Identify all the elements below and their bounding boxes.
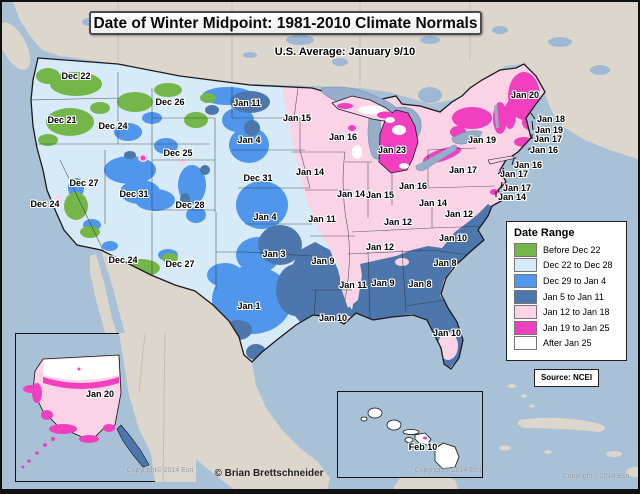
legend-swatch (514, 320, 537, 335)
callout-date-label: Jan 16 (513, 160, 543, 170)
legend-item: Jan 19 to Jan 25 (514, 320, 626, 336)
callout-date-label: Jan 16 (529, 145, 559, 155)
date-label: Dec 24 (98, 121, 128, 131)
date-label: Dec 22 (61, 71, 91, 81)
callout-leader-line (511, 157, 515, 166)
map-title: Date of Winter Midpoint: 1981-2010 Clima… (89, 11, 482, 35)
date-label: Dec 28 (175, 200, 205, 210)
date-label: Jan 10 (438, 233, 468, 243)
date-label: Jan 15 (365, 190, 395, 200)
date-label: Dec 24 (108, 255, 138, 265)
legend-item: Before Dec 22 (514, 242, 626, 258)
author-attribution: © Brian Brettschneider (214, 468, 324, 479)
legend-label: Jan 19 to Jan 25 (543, 322, 610, 333)
legend-swatch (514, 258, 537, 273)
callout-date-label: Jan 14 (497, 192, 527, 202)
us-outline (30, 57, 546, 370)
long-island (487, 155, 517, 165)
date-label: Jan 4 (253, 212, 277, 222)
date-label: Dec 24 (30, 199, 60, 209)
legend-swatch (514, 242, 537, 257)
date-label: Jan 10 (318, 313, 348, 323)
alaska-inset (14, 332, 197, 487)
legend-label: Before Dec 22 (543, 244, 601, 255)
date-label: Jan 12 (444, 209, 474, 219)
callout-date-label: Jan 18 (536, 114, 566, 124)
date-label: Jan 1 (237, 301, 261, 311)
date-label: Jan 11 (339, 280, 367, 290)
date-label: Jan 20 (510, 90, 540, 100)
legend-item: Jan 5 to Jan 11 (514, 289, 626, 305)
date-label: Jan 12 (365, 242, 395, 252)
callout-leader-line (531, 120, 534, 131)
date-label: Jan 23 (377, 145, 407, 155)
date-label: Jan 3 (262, 249, 286, 259)
date-label: Jan 17 (448, 165, 478, 175)
callout-date-label: Jan 17 (502, 183, 532, 193)
callout-leader-line (529, 111, 536, 120)
date-label: Jan 16 (328, 132, 358, 142)
legend-swatch (514, 336, 537, 351)
state-borders (31, 72, 496, 319)
legend-box: Date Range Before Dec 22 Dec 22 to Dec 28… (506, 221, 627, 361)
date-label: Jan 9 (311, 256, 335, 266)
callout-date-label: Jan 19 (534, 125, 564, 135)
date-label: Jan 19 (467, 135, 497, 145)
date-label: Jan 14 (418, 198, 448, 208)
date-label: Jan 12 (383, 217, 413, 227)
mexico-landmass (90, 250, 640, 494)
date-label: Dec 31 (119, 189, 149, 199)
hawaii-inset (336, 390, 484, 483)
date-label: Jan 11 (233, 98, 261, 108)
legend-swatch (514, 305, 537, 320)
callout-date-label: Jan 17 (533, 134, 563, 144)
date-label: Dec 26 (155, 97, 185, 107)
date-label: Jan 15 (282, 113, 312, 123)
esri-copyright-alaska: Copyright© 2014 Esri (126, 467, 194, 474)
date-label: Dec 27 (165, 259, 195, 269)
date-label: Jan 8 (433, 258, 457, 268)
esri-copyright-hawaii: Copyright© 2014 Esri (414, 467, 482, 474)
legend-label: After Jan 25 (543, 338, 592, 349)
date-label: Jan 16 (398, 181, 428, 191)
legend-rows: Before Dec 22 Dec 22 to Dec 28 Dec 29 to J… (514, 242, 626, 351)
legend-label: Jan 12 to Jan 18 (543, 307, 610, 318)
date-label: Dec 25 (163, 148, 193, 158)
date-label: Jan 8 (408, 279, 432, 289)
date-label: Dec 31 (243, 173, 273, 183)
legend-item: Jan 12 to Jan 18 (514, 304, 626, 320)
map-subtitle: U.S. Average: January 9/10 (274, 46, 416, 58)
date-label: Dec 21 (47, 115, 77, 125)
legend-swatch (514, 273, 537, 288)
callout-date-label: Jan 17 (499, 169, 529, 179)
alaska-date-label: Jan 20 (85, 389, 115, 399)
legend-swatch (514, 289, 537, 304)
legend-label: Dec 29 to Jan 4 (543, 275, 607, 286)
esri-copyright-main: Copyright© 2014 Esri (562, 473, 630, 480)
date-label: Dec 27 (69, 178, 99, 188)
callout-leader-line (497, 167, 505, 175)
date-label: Jan 4 (237, 135, 261, 145)
legend-item: Dec 22 to Dec 28 (514, 258, 626, 274)
legend-title: Date Range (514, 227, 575, 239)
legend-item: After Jan 25 (514, 336, 626, 352)
hawaii-date-label: Feb 10 (408, 442, 438, 452)
michigan-patches (337, 103, 409, 169)
callout-leader-line (527, 145, 534, 151)
date-label: Jan 14 (295, 167, 325, 177)
date-label: Jan 10 (432, 328, 462, 338)
date-label: Jan 11 (308, 214, 336, 224)
source-box: Source: NCEI (534, 369, 599, 387)
legend-item: Dec 29 to Jan 4 (514, 273, 626, 289)
legend-label: Dec 22 to Dec 28 (543, 260, 613, 271)
legend-label: Jan 5 to Jan 11 (543, 291, 604, 302)
date-label: Jan 14 (336, 189, 366, 199)
callout-leader-line (500, 181, 503, 189)
date-label: Jan 9 (371, 278, 395, 288)
